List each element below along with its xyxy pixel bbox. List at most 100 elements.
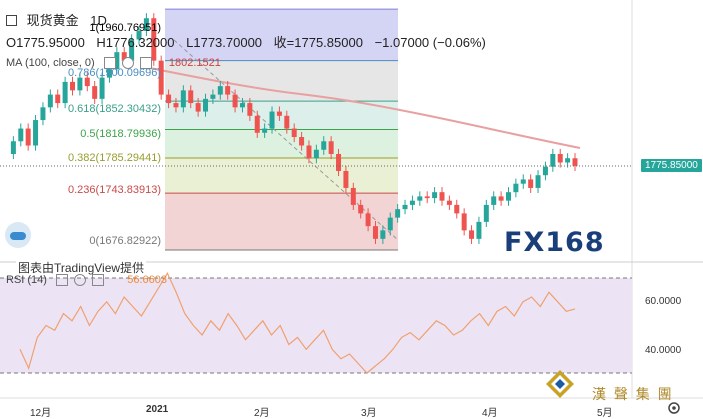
candle-body: [210, 94, 216, 99]
collapse-icon[interactable]: [6, 15, 17, 27]
eye-icon[interactable]: [56, 274, 69, 287]
candle-body: [99, 77, 105, 99]
candle-body: [424, 196, 430, 199]
candle-body: [535, 175, 541, 188]
fib-band: [165, 60, 398, 102]
current-price-label: 1775.85000: [641, 159, 702, 172]
tradingview-credit[interactable]: 图表由TradingView提供: [16, 259, 147, 276]
time-label-feb: 2月: [254, 408, 270, 419]
candle-body: [483, 204, 489, 222]
candle-body: [92, 86, 98, 99]
symbol-title: 现货黄金: [26, 13, 79, 28]
fib-band: [165, 9, 398, 61]
candle-body: [395, 209, 401, 218]
candle-body: [409, 200, 415, 205]
candle-body: [62, 81, 68, 104]
fib-band: [165, 157, 398, 194]
candle-body: [565, 158, 571, 163]
ma-line: [149, 67, 581, 149]
fib-label-0: 0(1676.82922): [89, 235, 161, 247]
candle-body: [380, 230, 386, 239]
candle-body: [143, 18, 149, 31]
candle-body: [365, 213, 371, 227]
candle-body: [232, 94, 238, 108]
candle-body: [166, 94, 172, 104]
candles: [10, 13, 578, 244]
rsi-label: RSI (14): [6, 274, 47, 286]
candle-body: [328, 141, 334, 154]
candle-body: [55, 94, 61, 104]
candle-body: [188, 90, 194, 104]
more-icon[interactable]: [92, 274, 105, 287]
candle-body: [203, 98, 209, 112]
candle-body: [299, 137, 305, 146]
header-bar: 现货黄金 1D: [6, 10, 107, 29]
fib-label-1: 1(1960.76951): [89, 22, 161, 34]
candle-body: [358, 204, 364, 214]
ohlc-high: H1776.32000: [96, 35, 175, 50]
candle-body: [254, 115, 260, 133]
time-label-apr: 4月: [482, 408, 498, 419]
candle-body: [557, 153, 563, 163]
fib-label-0382: 0.382(1785.29441): [68, 152, 161, 164]
rsi-line: [19, 272, 576, 374]
interval-label[interactable]: 1D: [90, 13, 107, 28]
ma-legend[interactable]: MA (100, close, 0) 1802.1521: [6, 57, 221, 70]
candle-body: [520, 179, 526, 184]
rsi-legend[interactable]: RSI (14) 56.6603: [6, 274, 167, 287]
candle-body: [136, 30, 142, 40]
candle-body: [446, 200, 452, 205]
gear-icon[interactable]: [668, 402, 680, 414]
tradingview-cloud-icon[interactable]: [5, 222, 31, 248]
candle-body: [121, 52, 127, 61]
candle-body: [469, 230, 475, 239]
ma-label: MA (100, close, 0): [6, 57, 95, 69]
gear-icon[interactable]: [74, 274, 87, 287]
fib-label-0618: 0.618(1852.30432): [68, 103, 161, 115]
candle-body: [18, 128, 24, 142]
ma-value: 1802.1521: [168, 57, 221, 69]
candle-body: [550, 153, 556, 167]
candle-body: [528, 179, 534, 188]
trend-line[interactable]: [173, 39, 399, 241]
candle-body: [225, 86, 231, 95]
candle-body: [114, 52, 120, 70]
candle-body: [461, 213, 467, 231]
candle-body: [336, 153, 342, 171]
ohlc-change: −1.07000 (−0.06%): [374, 35, 486, 50]
candle-body: [195, 103, 201, 112]
time-label-dec: 12月: [30, 408, 52, 419]
ohlc-low: L1773.70000: [186, 35, 263, 50]
candle-body: [217, 86, 223, 95]
fib-label-0236: 0.236(1743.83913): [68, 184, 161, 196]
candle-body: [350, 187, 356, 205]
ohlc-open: O1775.95000: [6, 35, 85, 50]
candle-body: [33, 120, 39, 146]
candle-body: [505, 192, 511, 201]
fibonacci-retracement[interactable]: [165, 9, 398, 251]
candle-body: [542, 166, 548, 176]
candle-body: [417, 196, 423, 201]
candle-body: [25, 128, 31, 146]
candle-body: [476, 221, 482, 239]
candle-body: [491, 196, 497, 205]
candle-body: [247, 103, 253, 116]
candle-body: [269, 111, 275, 129]
time-label-mar: 3月: [361, 408, 377, 419]
candle-body: [180, 90, 186, 108]
candle-body: [40, 107, 46, 121]
ohlc-readout: O1775.95000 H1776.32000 L1773.70000 收=17…: [6, 32, 486, 51]
candle-body: [513, 183, 519, 193]
candle-body: [284, 115, 290, 129]
candle-body: [276, 111, 282, 116]
time-label-may: 5月: [597, 408, 613, 419]
candle-body: [10, 141, 16, 154]
candle-body: [432, 192, 438, 199]
candle-body: [291, 128, 297, 138]
candle-body: [70, 81, 76, 91]
candle-body: [239, 103, 245, 108]
rsi-axis-label-60: 60.0000: [645, 296, 682, 307]
candle-body: [151, 18, 157, 61]
candle-body: [84, 77, 90, 87]
